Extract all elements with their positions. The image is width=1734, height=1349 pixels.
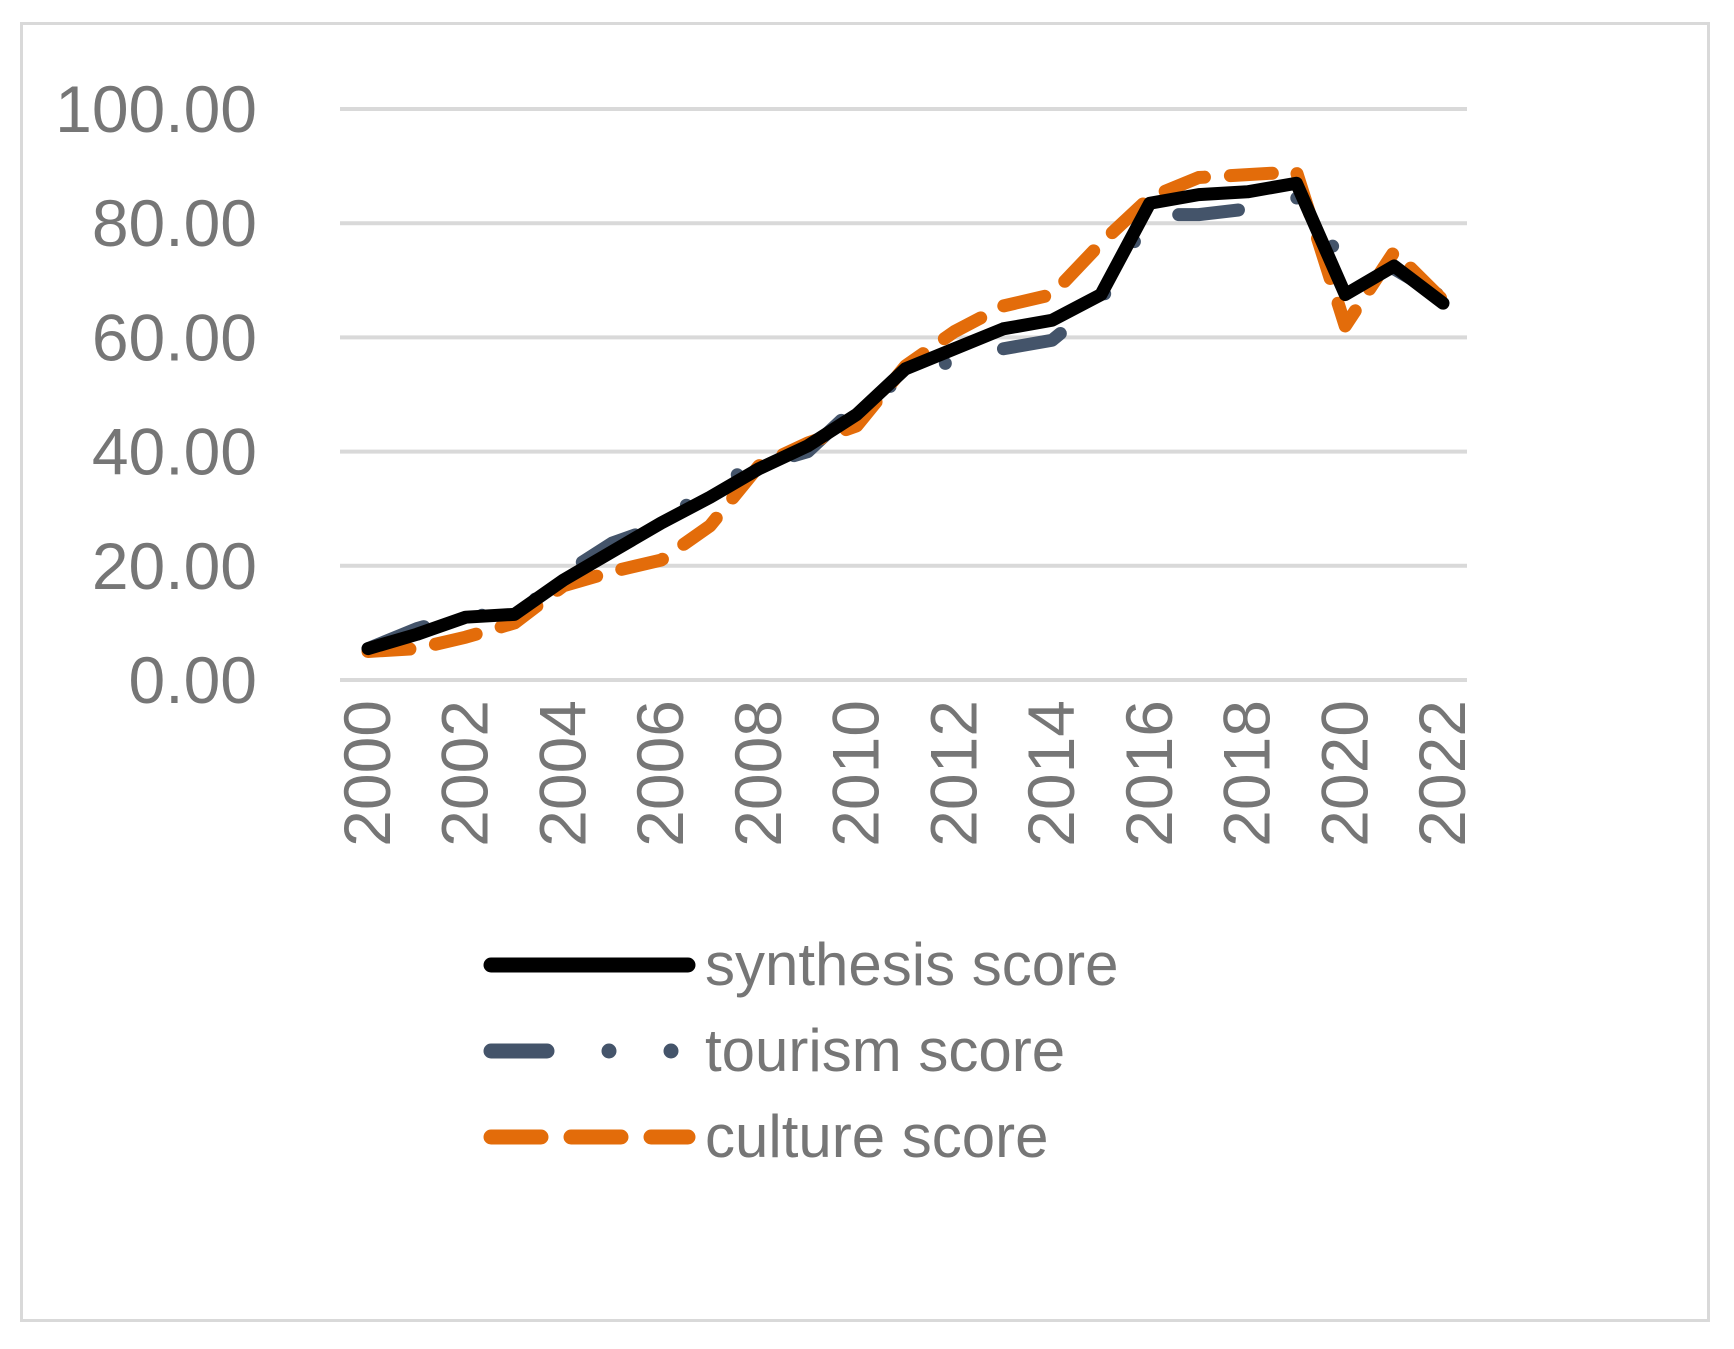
x-tick-label: 2020 <box>1307 700 1381 847</box>
legend-label-synthesis-score: synthesis score <box>705 931 1119 998</box>
y-tick-label: 0.00 <box>129 643 257 717</box>
x-tick-label: 2012 <box>916 700 990 847</box>
x-axis-tick-labels: 2000 2002 2004 2006 2008 2010 2012 2014 2016 2018… <box>330 700 1479 847</box>
legend: synthesis score tourism score culture scor… <box>483 931 1119 1170</box>
x-tick-label: 2006 <box>623 700 697 847</box>
y-tick-label: 20.00 <box>92 529 257 603</box>
series-line-tourism-score <box>361 191 1450 656</box>
chart-frame: 0.00 20.00 40.00 60.00 80.00 100.00 2000 2002 2… <box>20 22 1710 1322</box>
x-tick-label: 2022 <box>1405 700 1479 847</box>
x-tick-label: 2002 <box>428 700 502 847</box>
y-tick-label: 80.00 <box>92 186 257 260</box>
series-line-synthesis-score <box>361 176 1450 656</box>
x-tick-label: 2018 <box>1210 700 1284 847</box>
x-tick-label: 2010 <box>819 700 893 847</box>
series-lines <box>361 165 1450 658</box>
series-line-culture-score <box>361 165 1450 658</box>
x-tick-label: 2000 <box>330 700 404 847</box>
y-tick-label: 100.00 <box>55 72 257 146</box>
x-tick-label: 2014 <box>1014 700 1088 847</box>
x-tick-label: 2016 <box>1112 700 1186 847</box>
x-tick-label: 2004 <box>525 700 599 847</box>
legend-label-tourism-score: tourism score <box>705 1017 1065 1084</box>
y-axis-tick-labels: 0.00 20.00 40.00 60.00 80.00 100.00 <box>55 72 257 717</box>
gridlines <box>340 107 1467 682</box>
legend-label-culture-score: culture score <box>705 1103 1048 1170</box>
x-tick-label: 2008 <box>721 700 795 847</box>
y-tick-label: 60.00 <box>92 300 257 374</box>
y-tick-label: 40.00 <box>92 415 257 489</box>
